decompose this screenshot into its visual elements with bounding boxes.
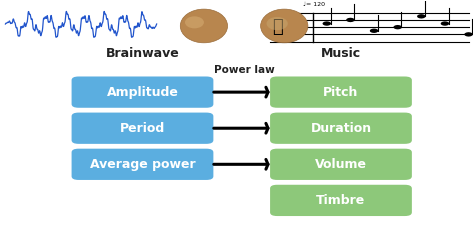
FancyBboxPatch shape <box>72 149 213 180</box>
Text: ♩= 120: ♩= 120 <box>303 1 325 7</box>
Ellipse shape <box>266 17 288 30</box>
Ellipse shape <box>441 21 449 26</box>
Text: Volume: Volume <box>315 158 367 171</box>
Ellipse shape <box>261 9 308 43</box>
Ellipse shape <box>417 14 426 18</box>
Text: Brainwave: Brainwave <box>106 47 179 60</box>
Ellipse shape <box>393 25 402 29</box>
Text: Amplitude: Amplitude <box>107 86 178 99</box>
Text: Power law: Power law <box>214 66 274 76</box>
Ellipse shape <box>322 21 331 26</box>
FancyBboxPatch shape <box>72 76 213 108</box>
Ellipse shape <box>185 16 204 28</box>
Text: Timbre: Timbre <box>316 194 365 207</box>
Text: Music: Music <box>321 47 361 60</box>
Text: Average power: Average power <box>90 158 195 171</box>
Ellipse shape <box>180 9 228 43</box>
FancyBboxPatch shape <box>72 113 213 144</box>
Ellipse shape <box>346 18 355 22</box>
Text: 𝄞: 𝄞 <box>273 18 283 36</box>
FancyBboxPatch shape <box>270 149 412 180</box>
Ellipse shape <box>465 32 473 37</box>
FancyBboxPatch shape <box>270 113 412 144</box>
Ellipse shape <box>370 29 378 33</box>
FancyBboxPatch shape <box>270 76 412 108</box>
Text: Pitch: Pitch <box>323 86 359 99</box>
FancyBboxPatch shape <box>270 185 412 216</box>
Text: Period: Period <box>120 122 165 135</box>
Text: Duration: Duration <box>310 122 372 135</box>
